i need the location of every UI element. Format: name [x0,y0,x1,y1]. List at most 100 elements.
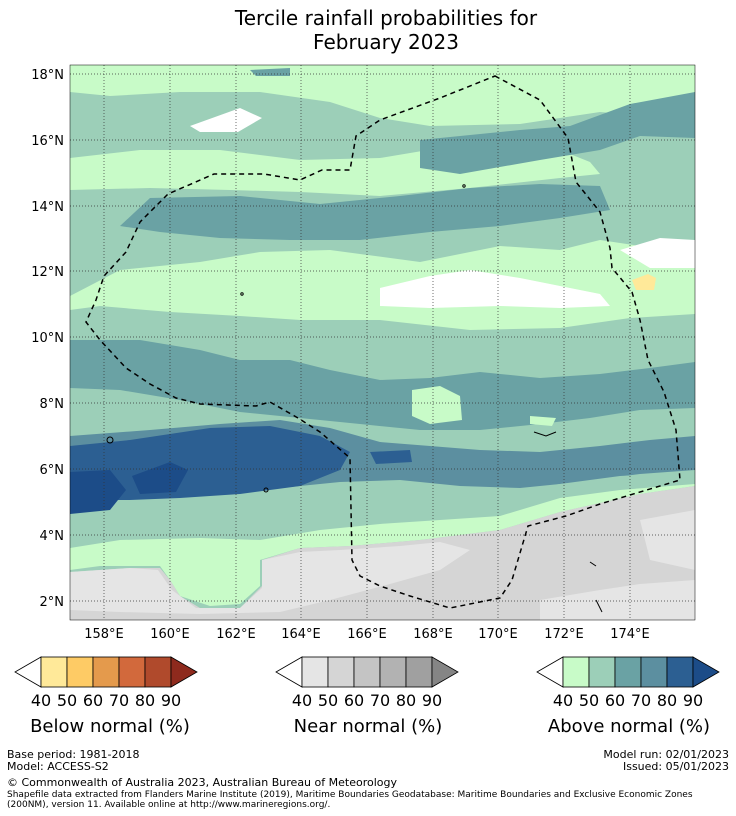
lat-tick: 8°N [40,397,65,412]
lat-tick: 12°N [31,265,64,280]
lat-tick: 14°N [31,200,64,215]
colorbar-segment [614,656,642,688]
island [462,184,466,188]
map-fill [70,65,695,620]
colorbar-lower-extension [536,656,564,688]
band-above-40-4n [70,484,695,606]
island [106,436,114,444]
near-normal-40-east [640,510,695,570]
model-run: Model run: 02/01/2023 [603,748,729,761]
band-above-60-9n [70,340,695,430]
colorbar-tick-label: 50 [318,691,338,710]
colorbar-tick-label: 70 [109,691,129,710]
lon-tick: 158°E [84,627,124,642]
lon-tick: 164°E [281,627,321,642]
colorbar-tick-label: 40 [553,691,573,710]
island [589,561,597,567]
patch-above-90-b [132,462,188,494]
eez-boundary [85,75,681,609]
island [533,431,557,437]
patch-above-40-7n [530,416,556,426]
colorbar-lower-extension [14,656,42,688]
title-line-1: Tercile rainfall probabilities for [234,6,538,30]
legend-label-near: Near normal (%) [293,716,443,737]
colorbar-near: 40 50 60 70 80 90 [275,656,459,710]
probability-map: 18°N 16°N 14°N 12°N 10°N 8°N 6°N 4°N 2°N… [31,64,696,642]
colorbar-segment [562,656,590,688]
lat-tick: 4°N [40,529,65,544]
colorbar-segment [379,656,407,688]
colorbar-upper-extension [170,656,198,688]
legend-label-below: Below normal (%) [30,716,190,737]
patch-above-90 [70,470,126,514]
issued-date: Issued: 05/01/2023 [622,760,729,773]
colorbar-segment [405,656,433,688]
shapefile-credit-line-1: Shapefile data extracted from Flanders M… [7,790,693,800]
footer-left: Base period: 1981-2018 Model: ACCESS-S2 [7,749,139,773]
colorbar-tick-label: 80 [135,691,155,710]
gridlines [70,65,695,620]
colorbar-tick-label: 40 [292,691,312,710]
lon-tick: 162°E [216,627,256,642]
lat-tick: 16°N [31,134,64,149]
colorbar-upper-extension [692,656,720,688]
colorbar-segment [640,656,668,688]
lat-tick: 2°N [40,595,65,610]
colorbar-tick-label: 50 [57,691,77,710]
map-title: Tercile rainfall probabilities for Febru… [0,6,736,54]
colorbar-tick-label: 80 [396,691,416,710]
lat-tick: 6°N [40,463,65,478]
colorbar-tick-label: 90 [422,691,442,710]
title-line-2: February 2023 [313,30,459,54]
colorbar-tick-label: 60 [605,691,625,710]
colorbar-tick-label: 70 [370,691,390,710]
colorbar-segment [301,656,329,688]
base-period: Base period: 1981-2018 [7,748,140,761]
colorbar-upper-extension [431,656,459,688]
band-above-40-11n [70,240,695,330]
band-above-60-15n [420,92,695,174]
colorbar-tick-label: 60 [83,691,103,710]
shapefile-credit: Shapefile data extracted from Flanders M… [7,790,729,810]
colorbar-below: 40 50 60 70 80 90 [14,656,198,710]
below-normal-patch [632,274,656,290]
colorbar-segment [666,656,694,688]
colorbar-tick-label: 90 [161,691,181,710]
colorbar-tick-label: 80 [657,691,677,710]
island [595,599,603,613]
colorbar-segment [588,656,616,688]
map-frame [69,64,696,621]
band-above-50-5n [70,472,695,548]
colorbar-tick-label: 50 [579,691,599,710]
colorbar-segment [327,656,355,688]
colorbar-tick-label: 60 [344,691,364,710]
colorbar-segment [144,656,172,688]
patch-above-40-8n [412,386,462,424]
lon-tick: 172°E [544,627,584,642]
colorbar-above: 40 50 60 70 80 90 [536,656,720,710]
white-patch-north [190,108,262,132]
lon-tick: 160°E [150,627,190,642]
copyright: © Commonwealth of Australia 2023, Austra… [7,776,397,789]
lon-tick: 170°E [478,627,518,642]
colorbar-segment [118,656,146,688]
colorbar-segment [353,656,381,688]
footer-right: Model run: 02/01/2023 Issued: 05/01/2023 [603,749,729,773]
near-normal-40-south [540,580,695,620]
model-name: Model: ACCESS-S2 [7,760,109,773]
lon-tick: 166°E [347,627,387,642]
lon-labels: 158°E 160°E 162°E 164°E 166°E 168°E 170°… [84,627,650,642]
lat-tick: 10°N [31,331,64,346]
lat-tick: 18°N [31,68,64,83]
colorbar-segment [92,656,120,688]
shapefile-credit-line-2: (200NM), version 11. Available online at… [7,800,331,810]
white-patch-central [380,270,610,308]
island [240,292,244,296]
colorbar-segment [66,656,94,688]
lon-tick: 168°E [413,627,453,642]
colorbar-tick-label: 40 [31,691,51,710]
islands [106,184,603,613]
band-above-40-north [70,65,695,126]
band-above-60-13n [120,184,610,240]
lon-tick: 174°E [610,627,650,642]
